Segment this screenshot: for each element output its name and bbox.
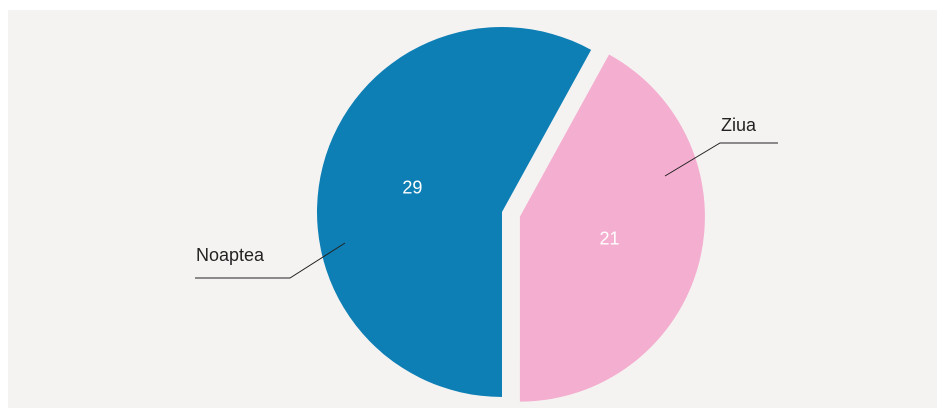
pie-slice: [519, 54, 705, 402]
value-label: 29: [402, 178, 422, 198]
value-label: 21: [599, 228, 619, 248]
category-label: Noaptea: [196, 245, 265, 265]
slices: [317, 27, 705, 402]
leader-line: [195, 242, 346, 279]
pie-slice: [317, 27, 592, 398]
leader-line: [664, 142, 778, 177]
category-label: Ziua: [721, 115, 757, 135]
